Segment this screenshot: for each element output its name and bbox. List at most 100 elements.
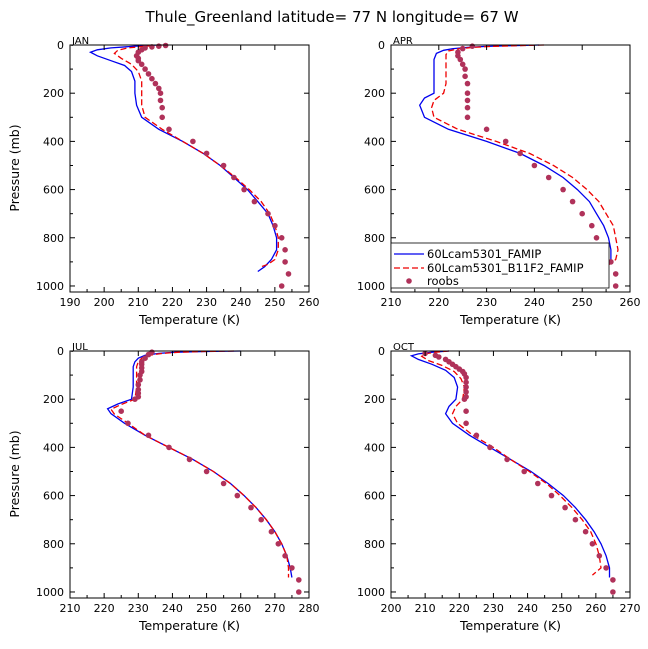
x-tick-label-jul-220: 220 <box>94 602 115 615</box>
x-axis-label-jul: Temperature (K) <box>138 618 240 633</box>
x-tick-label-jul-230: 230 <box>128 602 149 615</box>
y-tick-label-jan-200: 200 <box>43 87 64 100</box>
page-title: Thule_Greenland latitude= 77 N longitude… <box>144 8 518 27</box>
y-tick-label-jan-1000: 1000 <box>36 280 64 293</box>
obs-point-jan-10 <box>142 66 148 72</box>
obs-point-oct-24 <box>562 504 568 511</box>
legend-box <box>390 242 610 289</box>
y-tick-label-jul-1000: 1000 <box>36 586 64 599</box>
obs-point-apr-9 <box>464 90 471 96</box>
obs-point-oct-15 <box>461 396 468 403</box>
x-tick-label-jan-260: 260 <box>299 296 320 309</box>
obs-point-oct-22 <box>535 480 541 487</box>
obs-point-jan-20 <box>190 138 196 145</box>
obs-point-jul-22 <box>248 504 254 511</box>
obs-point-apr-18 <box>560 186 566 193</box>
series-b11f2-line-apr <box>430 44 619 271</box>
obs-point-jan-11 <box>145 71 152 77</box>
x-tick-label-jul-260: 260 <box>230 602 251 615</box>
obs-point-jul-1 <box>145 351 152 358</box>
panel-label-apr: APR <box>393 36 413 47</box>
obs-point-oct-27 <box>589 541 596 547</box>
x-tick-label-apr-220: 220 <box>428 296 449 309</box>
y-tick-label-oct-200: 200 <box>364 393 385 406</box>
x-tick-label-jul-280: 280 <box>299 602 320 615</box>
x-tick-label-apr-240: 240 <box>524 296 545 309</box>
obs-point-oct-16 <box>463 408 469 415</box>
obs-point-apr-8 <box>464 80 471 87</box>
x-tick-label-jan-250: 250 <box>264 296 285 309</box>
y-tick-label-apr-400: 400 <box>364 135 385 148</box>
obs-point-oct-21 <box>521 468 527 475</box>
series-famip-line-jul <box>106 350 293 578</box>
obs-point-apr-14 <box>502 138 509 145</box>
obs-point-oct-29 <box>603 565 609 571</box>
x-tick-label-jul-250: 250 <box>196 602 217 615</box>
obs-point-oct-25 <box>572 516 579 523</box>
obs-point-jan-19 <box>166 126 172 133</box>
obs-point-jan-23 <box>231 174 237 181</box>
obs-point-jan-1 <box>156 43 162 49</box>
obs-point-jul-8 <box>137 377 143 383</box>
obs-point-apr-21 <box>589 222 595 229</box>
x-tick-label-apr-250: 250 <box>572 296 593 309</box>
obs-point-oct-20 <box>504 456 510 463</box>
obs-point-apr-22 <box>593 235 600 241</box>
obs-point-jul-18 <box>186 456 193 463</box>
x-tick-label-jan-210: 210 <box>128 296 149 309</box>
x-tick-label-apr-260: 260 <box>620 296 641 309</box>
obs-point-jan-9 <box>138 61 145 68</box>
y-tick-label-apr-0: 0 <box>378 39 385 52</box>
obs-point-jan-22 <box>220 162 227 169</box>
plot-area-jan: 190 200 210 220 230 240 250 260 0 200 400 600 800 100… <box>36 39 320 309</box>
plot-area-oct: 200 210 220 230 240 250 260 270 0 200 400 600 800 100… <box>357 345 641 615</box>
obs-point-oct-18 <box>473 432 480 439</box>
obs-point-jul-9 <box>135 381 142 388</box>
x-axis-label-oct: Temperature (K) <box>459 618 561 633</box>
obs-point-apr-20 <box>579 210 585 217</box>
obs-point-apr-7 <box>462 73 468 80</box>
x-tick-label-oct-240: 240 <box>517 602 538 615</box>
panel-jul: JUL 210 220 230 240 250 260 270 280 0 200 400 600 80… <box>7 342 320 633</box>
obs-point-jul-28 <box>296 577 302 583</box>
obs-point-oct-12 <box>463 384 469 390</box>
obs-point-jan-13 <box>152 80 159 87</box>
y-axis-label-jul: Pressure (mb) <box>7 430 22 517</box>
legend: 60Lcam5301_FAMIP 60Lcam5301_B11F2_FAMIP … <box>390 242 610 289</box>
x-tick-label-jul-240: 240 <box>162 602 183 615</box>
panel-label-jan: JAN <box>71 36 89 47</box>
obs-point-apr-19 <box>569 198 576 205</box>
obs-point-apr-5 <box>459 61 466 68</box>
obs-point-jul-15 <box>125 420 131 427</box>
obs-point-oct-31 <box>610 589 616 595</box>
y-axis-label-jan: Pressure (mb) <box>7 124 22 211</box>
y-tick-label-oct-1000: 1000 <box>357 586 385 599</box>
series-b11f2-line-jul <box>110 350 290 578</box>
y-tick-label-oct-400: 400 <box>364 441 385 454</box>
y-tick-label-jan-800: 800 <box>43 232 64 245</box>
x-tick-label-jan-240: 240 <box>230 296 251 309</box>
obs-point-apr-16 <box>531 162 538 169</box>
obs-point-jul-20 <box>220 480 227 487</box>
obs-point-oct-19 <box>487 444 493 451</box>
legend-label-model2: 60Lcam5301_B11F2_FAMIP <box>427 261 584 275</box>
obs-point-apr-17 <box>545 174 552 181</box>
y-tick-label-apr-200: 200 <box>364 87 385 100</box>
obs-point-oct-26 <box>582 528 589 535</box>
legend-swatch-obs <box>406 278 412 284</box>
obs-point-jan-26 <box>265 210 271 217</box>
panel-label-oct: OCT <box>393 342 415 353</box>
obs-point-apr-25 <box>612 271 619 277</box>
obs-point-apr-4 <box>457 56 464 63</box>
obs-point-jul-23 <box>258 516 265 523</box>
obs-point-jan-28 <box>278 235 285 241</box>
y-tick-label-jan-600: 600 <box>43 184 64 197</box>
plot-area-apr: 210 220 230 240 250 260 0 200 400 600 800 1000 <box>357 39 641 309</box>
obs-point-jul-21 <box>234 492 241 499</box>
obs-point-jul-25 <box>275 541 282 547</box>
plot-area-jul: 210 220 230 240 250 260 270 280 0 200 400 600 800 100… <box>36 345 320 615</box>
y-tick-label-jan-0: 0 <box>57 39 64 52</box>
obs-point-jul-2 <box>142 355 148 362</box>
obs-point-oct-11 <box>463 379 469 386</box>
